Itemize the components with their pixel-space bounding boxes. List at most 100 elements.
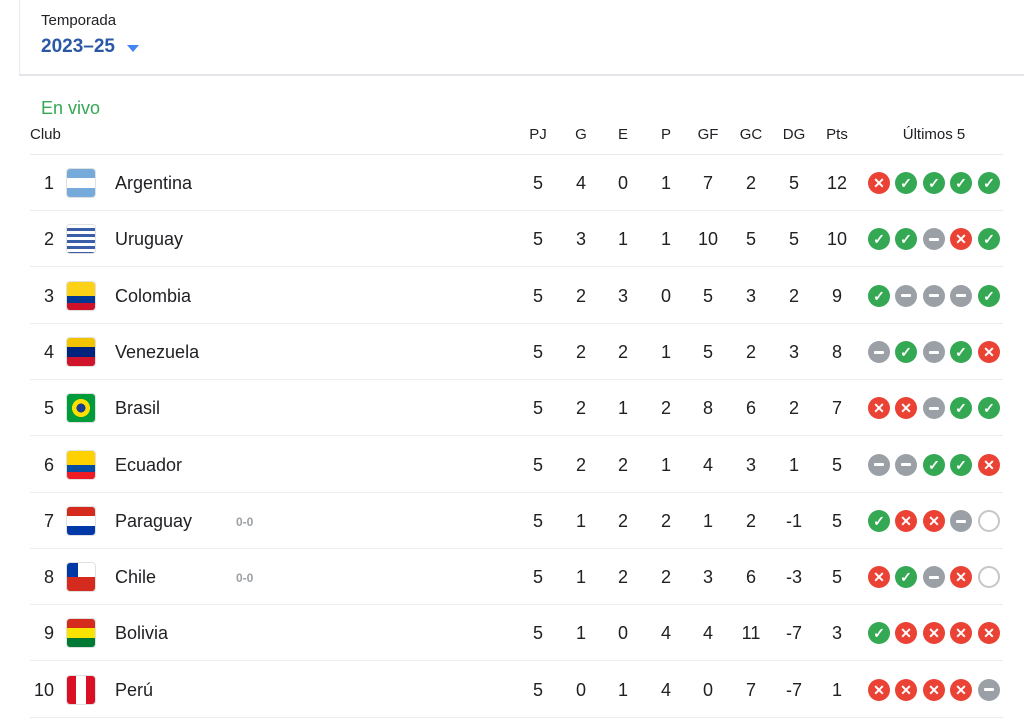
team-name[interactable]: Chile: [115, 567, 157, 588]
stat-gf: 4: [702, 454, 713, 475]
stat-gf: 1: [702, 510, 713, 531]
stat-g: 1: [575, 623, 586, 644]
draw-icon[interactable]: [868, 340, 890, 363]
stat-g: 0: [575, 679, 586, 700]
team-name[interactable]: Paraguay: [115, 510, 193, 531]
loss-icon[interactable]: ✕: [868, 678, 890, 701]
loss-icon[interactable]: ✕: [950, 566, 972, 589]
loss-icon[interactable]: ✕: [868, 566, 890, 589]
loss-icon[interactable]: ✕: [895, 678, 917, 701]
loss-icon[interactable]: ✕: [868, 397, 890, 420]
win-icon[interactable]: ✓: [895, 172, 917, 194]
loss-icon[interactable]: ✕: [868, 172, 890, 194]
draw-icon[interactable]: [923, 397, 945, 420]
team-name[interactable]: Perú: [115, 679, 154, 700]
win-icon[interactable]: ✓: [895, 228, 917, 251]
loss-icon[interactable]: ✕: [923, 678, 945, 701]
loss-icon[interactable]: ✕: [895, 622, 917, 645]
pending-icon[interactable]: [978, 509, 1000, 532]
win-icon[interactable]: ✓: [895, 340, 917, 363]
loss-icon[interactable]: ✕: [950, 678, 972, 701]
draw-icon[interactable]: [923, 340, 945, 363]
divider: [19, 74, 1024, 76]
table-row[interactable]: 2 Uruguay 5 3 1 1 10 5 5 10 ✓ ✓ ✕ ✓: [30, 211, 1003, 268]
loss-icon[interactable]: ✕: [923, 509, 945, 532]
stat-pts: 9: [831, 285, 842, 306]
loss-icon[interactable]: ✕: [950, 622, 972, 645]
team-name[interactable]: Colombia: [115, 285, 192, 306]
stat-p: 1: [660, 229, 671, 250]
table-row[interactable]: 4 Venezuela 5 2 2 1 5 2 3 8 ✓ ✓ ✕: [30, 324, 1003, 380]
win-icon[interactable]: ✓: [868, 284, 890, 307]
stat-gf: 3: [702, 567, 713, 588]
team-name[interactable]: Brasil: [115, 398, 161, 419]
header-p: P: [660, 126, 671, 143]
draw-icon[interactable]: [923, 228, 945, 251]
loss-icon[interactable]: ✕: [895, 397, 917, 420]
stat-pj: 5: [532, 229, 543, 250]
team-name[interactable]: Ecuador: [115, 454, 183, 475]
stat-gf: 4: [702, 623, 713, 644]
table-row[interactable]: 9 Bolivia 5 1 0 4 4 11 -7 3 ✓ ✕ ✕ ✕ ✕: [30, 605, 1003, 662]
position: 1: [43, 173, 54, 193]
dropdown-caret-icon: [126, 44, 139, 52]
win-icon[interactable]: ✓: [923, 172, 945, 194]
win-icon[interactable]: ✓: [978, 172, 1000, 194]
stat-gc: 2: [745, 341, 756, 362]
table-row[interactable]: 8 Chile 0-0 5 1 2 2 3 6 -3 5 ✕ ✓ ✕: [30, 549, 1003, 606]
draw-icon[interactable]: [923, 284, 945, 307]
win-icon[interactable]: ✓: [978, 397, 1000, 420]
win-icon[interactable]: ✓: [978, 284, 1000, 307]
stat-dg: 5: [788, 173, 799, 193]
win-icon[interactable]: ✓: [868, 622, 890, 645]
draw-icon[interactable]: [950, 509, 972, 532]
loss-icon[interactable]: ✕: [923, 622, 945, 645]
team-name[interactable]: Argentina: [115, 173, 193, 193]
stat-e: 2: [617, 454, 628, 475]
loss-icon[interactable]: ✕: [978, 340, 1000, 363]
table-row[interactable]: 7 Paraguay 0-0 5 1 2 2 1 2 -1 5 ✓ ✕ ✕: [30, 493, 1003, 549]
win-icon[interactable]: ✓: [923, 453, 945, 476]
paraguay-flag-icon: [67, 506, 95, 535]
team-name[interactable]: Bolivia: [115, 623, 169, 644]
draw-icon[interactable]: [950, 284, 972, 307]
win-icon[interactable]: ✓: [950, 172, 972, 194]
team-name[interactable]: Venezuela: [115, 341, 200, 362]
win-icon[interactable]: ✓: [868, 228, 890, 251]
stat-gc: 11: [741, 623, 761, 644]
header-dg: DG: [782, 126, 806, 143]
win-icon[interactable]: ✓: [950, 397, 972, 420]
loss-icon[interactable]: ✕: [895, 509, 917, 532]
table-row[interactable]: 6 Ecuador 5 2 2 1 4 3 1 5 ✓ ✓ ✕: [30, 437, 1003, 493]
win-icon[interactable]: ✓: [950, 340, 972, 363]
draw-icon[interactable]: [868, 453, 890, 476]
stat-e: 0: [617, 173, 628, 193]
stat-pts: 5: [831, 567, 842, 588]
win-icon[interactable]: ✓: [895, 566, 917, 589]
loss-icon[interactable]: ✕: [978, 453, 1000, 476]
stat-p: 1: [660, 454, 671, 475]
win-icon[interactable]: ✓: [868, 509, 890, 532]
loss-icon[interactable]: ✕: [978, 622, 1000, 645]
season-dropdown[interactable]: 2023–25: [41, 36, 139, 58]
position: 7: [43, 510, 54, 531]
stat-gc: 2: [745, 173, 756, 193]
stat-dg: -3: [785, 567, 802, 588]
table-row[interactable]: 10 Perú 5 0 1 4 0 7 -7 1 ✕ ✕ ✕ ✕: [30, 662, 1003, 718]
table-row[interactable]: 3 Colombia 5 2 3 0 5 3 2 9 ✓ ✓: [30, 268, 1003, 324]
draw-icon[interactable]: [895, 284, 917, 307]
win-icon[interactable]: ✓: [978, 228, 1000, 251]
table-row[interactable]: 5 Brasil 5 2 1 2 8 6 2 7 ✕ ✕ ✓ ✓: [30, 380, 1003, 437]
stat-dg: -7: [785, 623, 802, 644]
stat-pj: 5: [532, 173, 543, 193]
draw-icon[interactable]: [923, 566, 945, 589]
draw-icon[interactable]: [895, 453, 917, 476]
win-icon[interactable]: ✓: [950, 453, 972, 476]
draw-icon[interactable]: [978, 678, 1000, 701]
loss-icon[interactable]: ✕: [950, 228, 972, 251]
pending-icon[interactable]: [978, 566, 1000, 589]
team-name[interactable]: Uruguay: [115, 229, 184, 250]
stat-e: 0: [617, 623, 628, 644]
table-row[interactable]: 1 Argentina 5 4 0 1 7 2 5 12 ✕ ✓ ✓ ✓ ✓: [30, 155, 1003, 211]
stat-pj: 5: [532, 679, 543, 700]
